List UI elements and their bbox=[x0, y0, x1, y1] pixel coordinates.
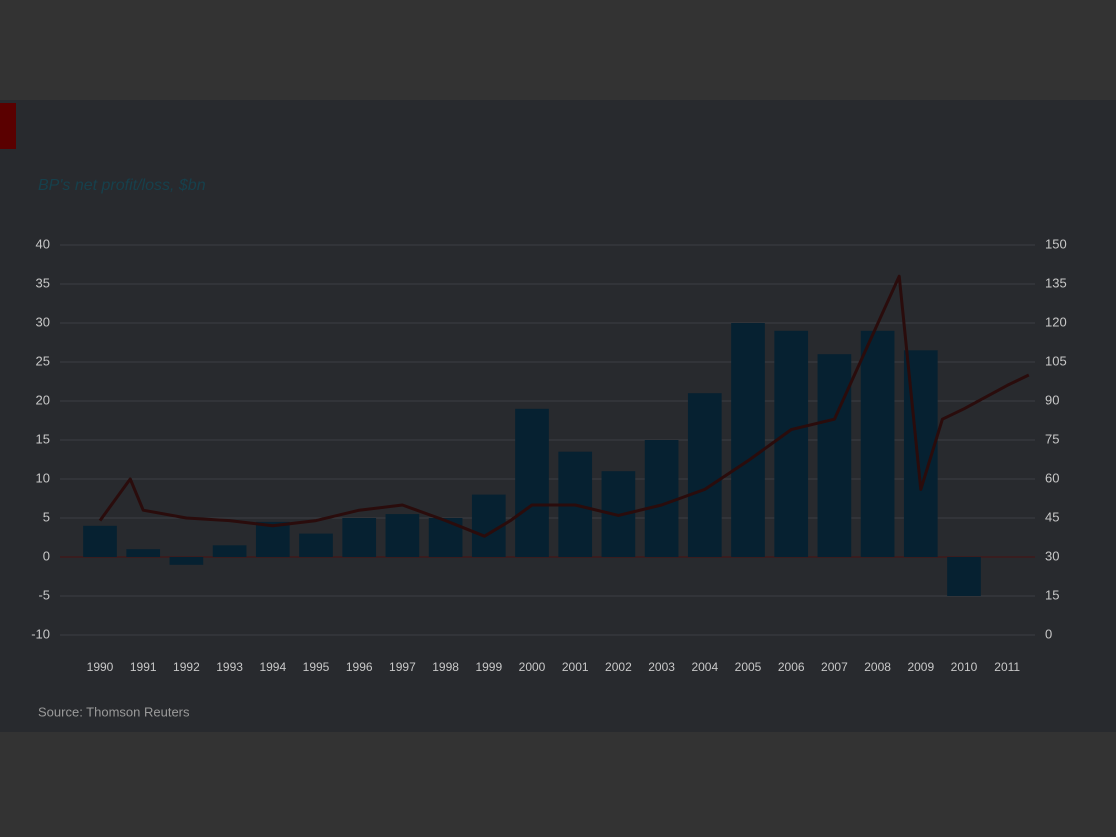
x-tick-label: 1996 bbox=[346, 660, 373, 674]
y-tick-label: 15 bbox=[36, 431, 50, 446]
y2-tick-label: 15 bbox=[1045, 587, 1059, 602]
x-tick-label: 2006 bbox=[778, 660, 805, 674]
x-tick-label: 2010 bbox=[951, 660, 978, 674]
x-tick-label: 2002 bbox=[605, 660, 632, 674]
x-tick-label: 1991 bbox=[130, 660, 157, 674]
y-tick-label: -5 bbox=[38, 587, 50, 602]
bar bbox=[83, 525, 117, 557]
x-tick-label: 1994 bbox=[259, 660, 286, 674]
bar bbox=[169, 557, 204, 565]
x-tick-label: 1997 bbox=[389, 660, 416, 674]
y-tick-label: 10 bbox=[36, 470, 50, 485]
x-tick-label: 1998 bbox=[432, 660, 459, 674]
y-tick-label: 25 bbox=[36, 353, 50, 368]
bar bbox=[255, 521, 290, 557]
bar bbox=[817, 354, 852, 557]
y2-tick-label: 135 bbox=[1045, 275, 1067, 290]
y-tick-label: 30 bbox=[36, 314, 50, 329]
bar bbox=[299, 533, 333, 557]
bar bbox=[947, 557, 981, 596]
y2-tick-label: 60 bbox=[1045, 470, 1059, 485]
x-tick-label: 1990 bbox=[87, 660, 114, 674]
x-tick-label: 2003 bbox=[648, 660, 675, 674]
bar bbox=[126, 549, 161, 557]
y2-tick-label: 105 bbox=[1045, 353, 1067, 368]
source: Source: Thomson Reuters bbox=[38, 704, 190, 719]
x-tick-label: 2009 bbox=[907, 660, 934, 674]
x-tick-label: 2000 bbox=[519, 660, 546, 674]
bar bbox=[342, 518, 377, 557]
y2-tick-label: 30 bbox=[1045, 548, 1059, 563]
x-tick-label: 2001 bbox=[562, 660, 589, 674]
bar bbox=[687, 393, 722, 557]
y2-tick-label: 75 bbox=[1045, 431, 1059, 446]
x-tick-label: 1993 bbox=[216, 660, 243, 674]
x-tick-label: 2005 bbox=[735, 660, 762, 674]
bar bbox=[644, 440, 679, 557]
line bbox=[98, 274, 1030, 538]
y-tick-label: 35 bbox=[36, 275, 50, 290]
brand-marker bbox=[0, 103, 16, 149]
x-tick-label: 1999 bbox=[475, 660, 502, 674]
y2-tick-label: 150 bbox=[1045, 236, 1067, 251]
y2-tick-label: 45 bbox=[1045, 509, 1059, 524]
y2-tick-label: 120 bbox=[1045, 314, 1067, 329]
bar bbox=[212, 545, 247, 557]
y2-tick-label: 0 bbox=[1045, 626, 1052, 641]
x-tick-label: 1992 bbox=[173, 660, 200, 674]
bar bbox=[731, 323, 765, 557]
y-tick-label: -10 bbox=[31, 626, 50, 641]
y-tick-label: 5 bbox=[43, 509, 50, 524]
bar bbox=[860, 330, 895, 557]
y-tick-label: 0 bbox=[43, 548, 50, 563]
x-tick-label: 2008 bbox=[864, 660, 891, 674]
x-tick-label: 2011 bbox=[994, 660, 1020, 674]
bar bbox=[774, 330, 809, 557]
x-tick-label: 1995 bbox=[303, 660, 330, 674]
x-tick-label: 2004 bbox=[691, 660, 718, 674]
y-axis-label: BP's net profit/loss, $bn bbox=[38, 177, 206, 194]
y2-tick-label: 90 bbox=[1045, 392, 1059, 407]
bar bbox=[385, 514, 420, 557]
y-tick-label: 40 bbox=[36, 236, 50, 251]
y-tick-label: 20 bbox=[36, 392, 50, 407]
bar bbox=[515, 408, 549, 557]
x-tick-label: 2007 bbox=[821, 660, 848, 674]
